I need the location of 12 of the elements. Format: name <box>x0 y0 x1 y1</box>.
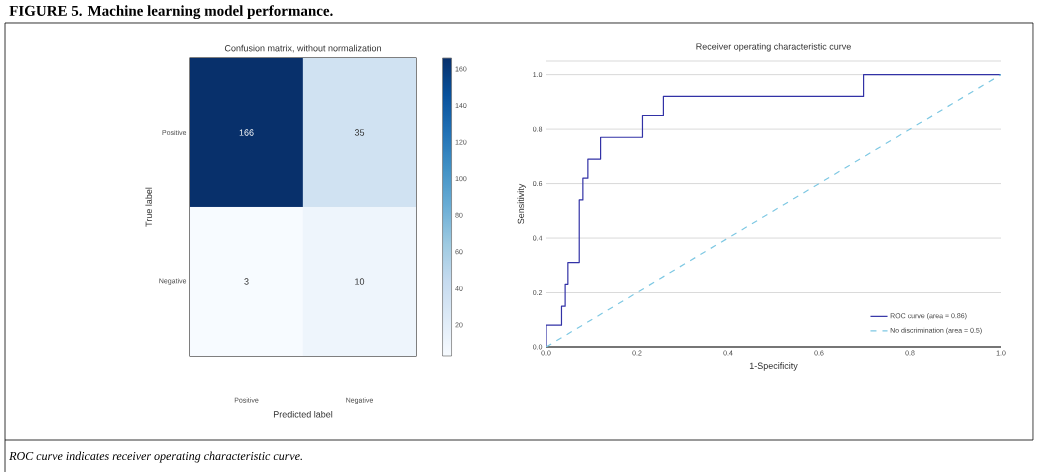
data-label: 166 <box>239 129 254 136</box>
data-label: 35 <box>354 129 365 136</box>
y-axis-title: True label <box>145 187 152 227</box>
chart-title: Confusion matrix, without normalization <box>224 44 381 53</box>
x-axis-title: 1-Specificity <box>749 362 798 371</box>
caption: FIGURE 5. Machine learning model performance. <box>9 5 333 20</box>
x-axis-title: Predicted label <box>273 410 333 418</box>
y-axis-title: Sensitivity <box>517 183 526 224</box>
data-label: 3 <box>244 278 249 285</box>
text: ROC curve indicates receiver operating characteristic curve. <box>9 451 302 463</box>
chart-title: Receiver operating characteristic curve <box>696 43 851 52</box>
data-label: 10 <box>355 278 365 285</box>
